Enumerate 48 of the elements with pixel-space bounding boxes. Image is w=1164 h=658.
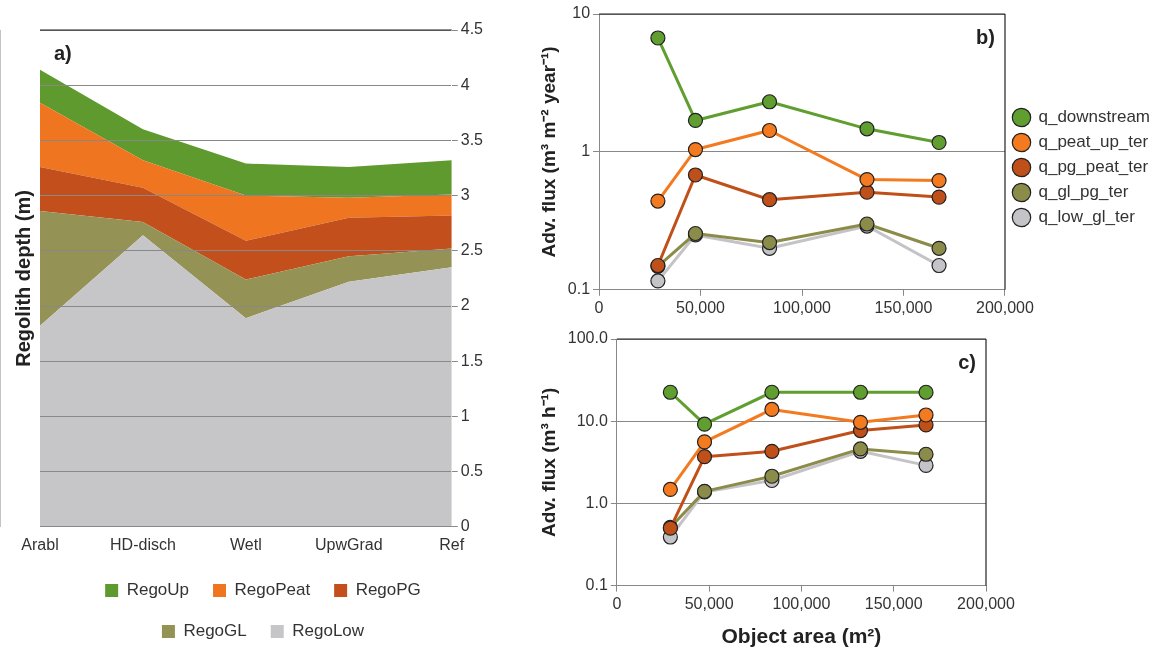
y-tick-label: 100.0 bbox=[567, 329, 608, 347]
x-tick-label: 100,000 bbox=[772, 594, 831, 612]
legend-label: RegoUp bbox=[126, 580, 190, 600]
x-tick-label: Ref bbox=[439, 535, 465, 553]
y-tick-label: 0.1 bbox=[567, 280, 591, 298]
y-tick-label: 2 bbox=[460, 296, 470, 314]
y-tick-label: 4.5 bbox=[460, 20, 484, 38]
x-tick-label: 50,000 bbox=[684, 594, 734, 612]
y-tick-label: 4 bbox=[460, 75, 470, 93]
y-tick-label: 10 bbox=[572, 4, 591, 22]
legend-label: RegoPG bbox=[355, 580, 421, 600]
x-axis-title: Object area (m²) bbox=[721, 624, 882, 648]
y-tick-label: 0.5 bbox=[460, 462, 484, 480]
y-axis-title: Adv. flux (m³ m⁻² year⁻¹) bbox=[537, 46, 559, 258]
x-tick-label: 150,000 bbox=[864, 594, 923, 612]
legend-label: q_downstream bbox=[1038, 107, 1151, 127]
y-axis-title: Regolith depth (m) bbox=[11, 190, 34, 367]
y-axis-title: Adv. flux (m³ h⁻¹) bbox=[537, 387, 559, 537]
legend-label: q_gl_pg_ter bbox=[1038, 182, 1129, 202]
legend-label: RegoGL bbox=[183, 621, 247, 641]
y-tick-label: 1.5 bbox=[460, 351, 484, 369]
y-tick-label: 10.0 bbox=[576, 411, 608, 429]
legend-label: RegoPeat bbox=[234, 580, 311, 600]
y-tick-label: 0 bbox=[460, 517, 470, 535]
legend-label: q_low_gl_ter bbox=[1038, 207, 1136, 227]
y-tick-label: 3.5 bbox=[460, 130, 484, 148]
x-tick-label: HD-disch bbox=[110, 535, 176, 553]
x-tick-label: UpwGrad bbox=[315, 535, 383, 553]
y-tick-label: 1.0 bbox=[585, 493, 608, 511]
annotation: c) bbox=[958, 350, 976, 373]
x-tick-label: 0 bbox=[612, 594, 622, 612]
x-tick-label: Arabl bbox=[21, 535, 59, 553]
y-tick-label: 0.1 bbox=[585, 576, 608, 594]
x-tick-label: Wetl bbox=[230, 535, 262, 553]
legend-label: q_peat_up_ter bbox=[1038, 132, 1149, 152]
x-tick-label: 150,000 bbox=[874, 298, 933, 316]
x-tick-label: 50,000 bbox=[676, 298, 726, 316]
x-tick-label: 200,000 bbox=[976, 298, 1035, 316]
annotation: a) bbox=[54, 41, 72, 64]
annotation: b) bbox=[976, 25, 995, 48]
x-tick-label: 100,000 bbox=[773, 298, 832, 316]
y-tick-label: 1 bbox=[460, 406, 470, 424]
legend-label: q_pg_peat_ter bbox=[1038, 157, 1149, 177]
y-tick-label: 3 bbox=[460, 186, 470, 204]
y-tick-label: 2.5 bbox=[460, 241, 484, 259]
x-tick-label: 200,000 bbox=[957, 594, 1016, 612]
legend-label: RegoLow bbox=[292, 621, 365, 641]
y-tick-label: 1 bbox=[581, 142, 591, 160]
